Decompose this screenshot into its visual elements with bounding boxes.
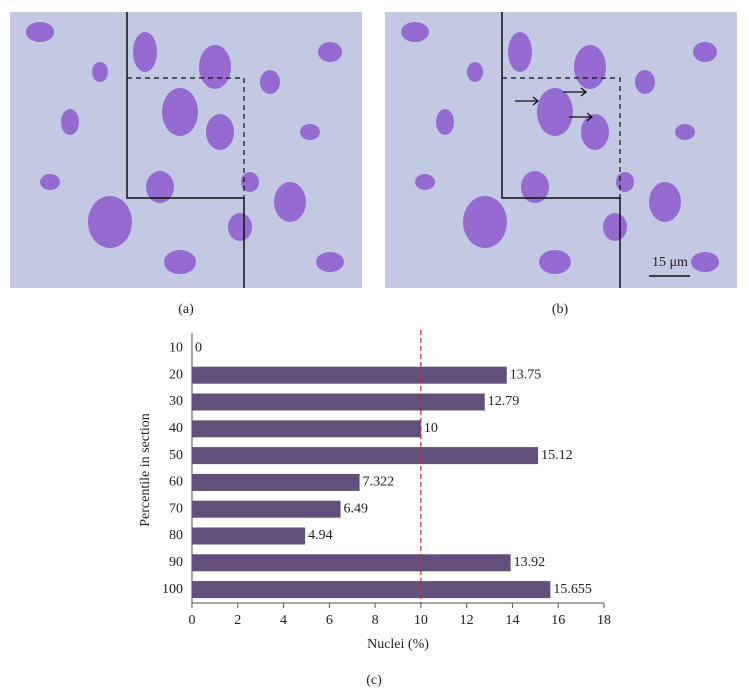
bar <box>192 447 539 465</box>
x-tick-label: 18 <box>597 613 611 628</box>
scale-bar-label: 15 μm <box>652 255 688 270</box>
value-label: 10 <box>424 421 438 436</box>
bar <box>192 500 341 518</box>
x-tick-label: 2 <box>234 613 241 628</box>
bar <box>192 393 485 411</box>
y-tick-label: 50 <box>169 448 183 463</box>
y-tick-label: 60 <box>169 475 183 490</box>
x-tick-label: 10 <box>414 613 428 628</box>
value-label: 12.79 <box>488 394 520 409</box>
panel-a <box>10 12 362 288</box>
y-tick-label: 90 <box>169 555 183 570</box>
y-tick-label: 40 <box>169 421 183 436</box>
value-label: 4.94 <box>308 528 333 543</box>
bar <box>192 527 306 545</box>
bar <box>192 554 511 572</box>
x-tick-label: 0 <box>189 613 196 628</box>
value-label: 7.322 <box>363 475 395 490</box>
value-label: 0 <box>195 341 202 356</box>
panel-b: 15 μm <box>385 12 737 288</box>
panel-label: (b) <box>552 302 569 317</box>
y-tick-label: 20 <box>169 367 183 382</box>
y-axis-label: Percentile in section <box>138 413 153 527</box>
bar <box>192 473 360 491</box>
x-tick-label: 14 <box>505 613 519 628</box>
value-label: 6.49 <box>344 501 369 516</box>
value-label: 13.75 <box>510 367 542 382</box>
x-tick-label: 8 <box>372 613 379 628</box>
y-tick-label: 70 <box>169 501 183 516</box>
y-tick-label: 100 <box>162 582 183 597</box>
caption: (c) <box>366 673 382 688</box>
x-tick-label: 4 <box>280 613 287 628</box>
y-tick-label: 10 <box>169 341 183 356</box>
bar <box>192 581 551 599</box>
y-tick-label: 80 <box>169 528 183 543</box>
value-label: 13.92 <box>514 555 546 570</box>
x-tick-label: 16 <box>551 613 565 628</box>
value-label: 15.655 <box>553 582 592 597</box>
bar <box>192 420 421 438</box>
bar <box>192 366 507 384</box>
y-tick-label: 30 <box>169 394 183 409</box>
value-label: 15.12 <box>541 448 573 463</box>
x-axis-label: Nuclei (%) <box>367 637 429 652</box>
x-tick-label: 6 <box>326 613 333 628</box>
panel-label: (a) <box>178 302 194 317</box>
x-tick-label: 12 <box>460 613 474 628</box>
